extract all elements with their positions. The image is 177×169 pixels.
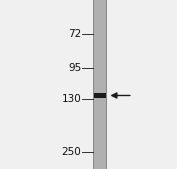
Bar (93, 0, 107, 169)
Bar (94, 93, 106, 98)
Text: 72: 72 (68, 29, 81, 39)
Bar (105, 0, 107, 169)
Bar (93, 0, 95, 169)
Text: 130: 130 (62, 94, 81, 104)
Text: 250: 250 (62, 147, 81, 157)
Text: 95: 95 (68, 63, 81, 73)
